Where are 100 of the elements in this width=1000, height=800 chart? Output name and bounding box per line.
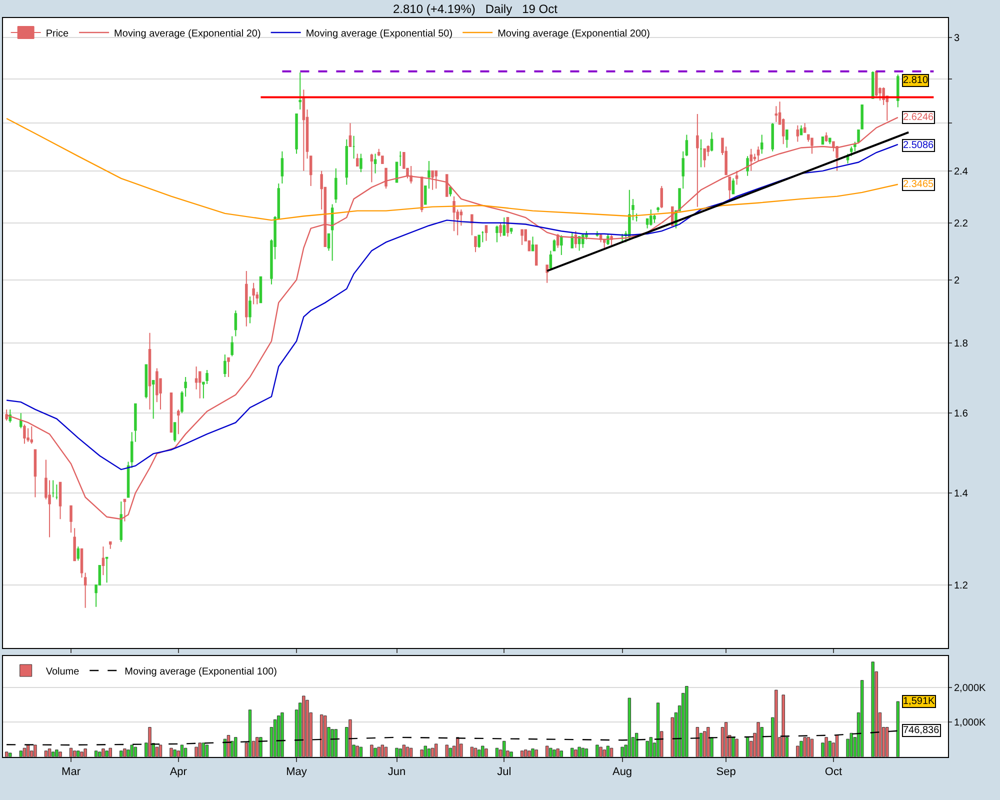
candlestick <box>452 196 456 232</box>
candlestick <box>520 229 524 246</box>
bar <box>324 716 327 757</box>
bar <box>835 735 839 757</box>
candlestick <box>109 541 112 550</box>
annotation: 746,836 <box>903 725 940 736</box>
bar <box>384 746 388 757</box>
bar <box>556 748 560 757</box>
bar <box>98 752 102 757</box>
candlestick <box>234 310 238 337</box>
candlestick <box>760 134 764 154</box>
candlestick <box>510 228 513 234</box>
bar <box>84 748 87 757</box>
bar <box>259 737 262 757</box>
bar <box>860 680 864 757</box>
candlestick <box>245 270 248 327</box>
bar <box>574 750 578 757</box>
bar <box>646 740 649 757</box>
bar <box>746 737 750 757</box>
bar <box>445 744 448 757</box>
candlestick <box>173 422 176 442</box>
candlestick <box>327 233 330 252</box>
candlestick <box>546 264 548 284</box>
candlestick <box>496 225 498 243</box>
candlestick <box>735 170 738 186</box>
bar <box>774 690 778 757</box>
candlestick <box>410 165 412 184</box>
bar <box>198 742 202 757</box>
bar <box>130 744 134 757</box>
legend-label: Moving average (Exponential 100) <box>124 666 277 678</box>
candlestick <box>810 138 814 154</box>
bar <box>782 694 785 757</box>
candlestick <box>252 282 255 305</box>
y-tick-label: 1.4 <box>954 488 968 500</box>
bar <box>531 748 534 757</box>
candlestick <box>531 236 534 252</box>
bar <box>552 750 556 757</box>
y-tick-label: 3 <box>954 33 960 44</box>
candlestick <box>76 546 80 562</box>
candlestick <box>302 89 306 172</box>
candlestick <box>685 134 688 157</box>
bar <box>170 748 173 757</box>
candlestick <box>295 113 298 154</box>
bar <box>800 740 803 757</box>
bar <box>356 746 359 757</box>
bar <box>73 750 76 757</box>
bar <box>484 748 488 757</box>
candlestick <box>352 135 356 160</box>
candlestick <box>502 216 506 236</box>
candlestick <box>628 189 631 240</box>
bar <box>528 750 531 757</box>
candlestick <box>449 186 452 197</box>
bar <box>348 719 352 757</box>
bar <box>871 662 874 757</box>
candlestick <box>345 138 348 186</box>
bar <box>584 748 588 757</box>
bar <box>256 737 259 757</box>
bar <box>69 748 73 757</box>
candlestick <box>374 153 377 174</box>
y-tick-label: 1.8 <box>954 338 968 350</box>
candlestick <box>478 234 480 248</box>
x-tick-label: May <box>286 766 308 778</box>
legend-label: Volume <box>46 666 80 678</box>
bar <box>481 746 484 757</box>
bar <box>656 702 660 757</box>
candlestick <box>549 250 552 269</box>
bar <box>546 746 549 757</box>
bar <box>610 748 614 757</box>
candlestick <box>560 234 563 256</box>
candlestick <box>227 357 230 378</box>
candlestick <box>348 122 352 148</box>
bar <box>424 746 427 757</box>
bar <box>596 744 599 757</box>
bar <box>402 744 406 757</box>
bar <box>359 746 363 757</box>
bar <box>810 738 814 757</box>
candlestick <box>170 392 173 433</box>
bar <box>76 750 80 757</box>
x-tick-label: Apr <box>170 766 188 778</box>
x-tick-label: Oct <box>824 766 842 778</box>
bar <box>406 746 410 757</box>
candlestick <box>144 364 148 399</box>
x-tick-label: Jul <box>497 766 512 778</box>
y-tick-label: 1.6 <box>954 408 968 420</box>
bar <box>420 750 424 757</box>
candlestick <box>259 276 262 304</box>
candlestick <box>431 170 434 190</box>
candlestick <box>384 168 388 190</box>
candlestick <box>824 132 828 142</box>
candlestick <box>860 104 864 130</box>
x-tick-label: Sep <box>716 766 736 778</box>
bar <box>370 744 374 757</box>
bar <box>606 746 610 757</box>
bar <box>599 746 602 757</box>
bar <box>520 750 524 757</box>
bar <box>434 744 438 757</box>
bar <box>302 696 306 757</box>
candlestick <box>134 403 137 442</box>
y-tick-label: 1,000K <box>954 718 986 729</box>
candlestick <box>774 106 778 122</box>
